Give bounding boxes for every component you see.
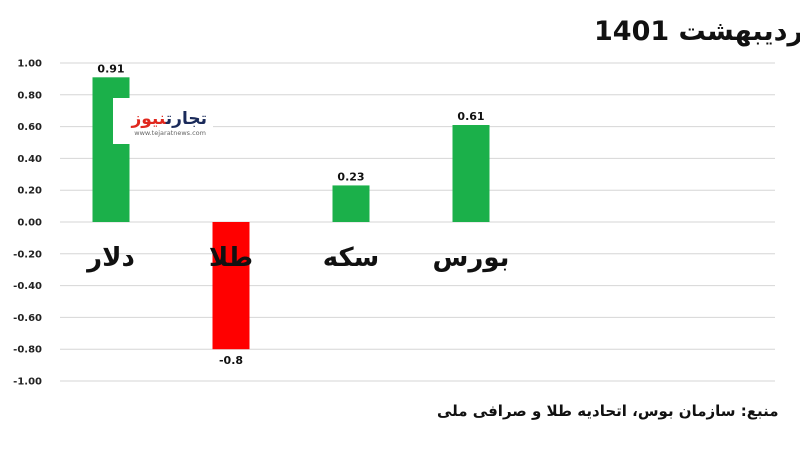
label-layer: 0.91 -0.8 0.23 0.61 دلار طلا سکه بورس: [85, 62, 509, 367]
y-tick-label: 1.00: [17, 59, 42, 70]
logo-text: تجارتنیوز: [130, 109, 207, 129]
y-tick-label: -0.60: [13, 313, 42, 324]
source-note: منبع: سازمان بوس، اتحادیه طلا و صرافی مل…: [437, 402, 779, 420]
tick-layer: 1.00 0.80 0.60 0.40 0.20 0.00 -0.20 -0.40 -0.60 -…: [13, 59, 42, 388]
tejaratnews-logo: تجارتنیوز www.tejaratnews.com: [113, 98, 213, 144]
category-label: طلا: [209, 243, 253, 273]
logo-background: [113, 98, 213, 144]
y-tick-label: 0.60: [17, 122, 42, 133]
bar-layer: [92, 77, 490, 350]
y-tick-label: 0.00: [17, 218, 42, 229]
y-tick-label: 0.20: [17, 186, 42, 197]
y-tick-label: -0.20: [13, 249, 42, 260]
bar-4: [452, 125, 490, 222]
y-tick-label: 0.40: [17, 154, 42, 165]
data-label: -0.8: [219, 354, 243, 367]
y-tick-label: -1.00: [13, 377, 42, 388]
bar-3: [332, 185, 370, 222]
y-tick-label: 0.80: [17, 90, 42, 101]
chart-title: بازدهی بازارها در هفته اول اردیبهشت 1401: [594, 16, 800, 47]
y-tick-label: -0.40: [13, 281, 42, 292]
category-label: دلار: [85, 243, 135, 273]
logo-url: www.tejaratnews.com: [134, 129, 206, 137]
y-tick-label: -0.80: [13, 345, 42, 356]
data-label: 0.61: [457, 110, 484, 123]
bar-2: [212, 222, 250, 350]
category-label: سکه: [323, 243, 379, 273]
logo-part-1: تجارت: [165, 109, 207, 129]
data-label: 0.91: [97, 62, 124, 75]
data-label: 0.23: [337, 170, 364, 183]
logo-part-2: نیوز: [130, 109, 166, 129]
category-label: بورس: [433, 243, 510, 273]
